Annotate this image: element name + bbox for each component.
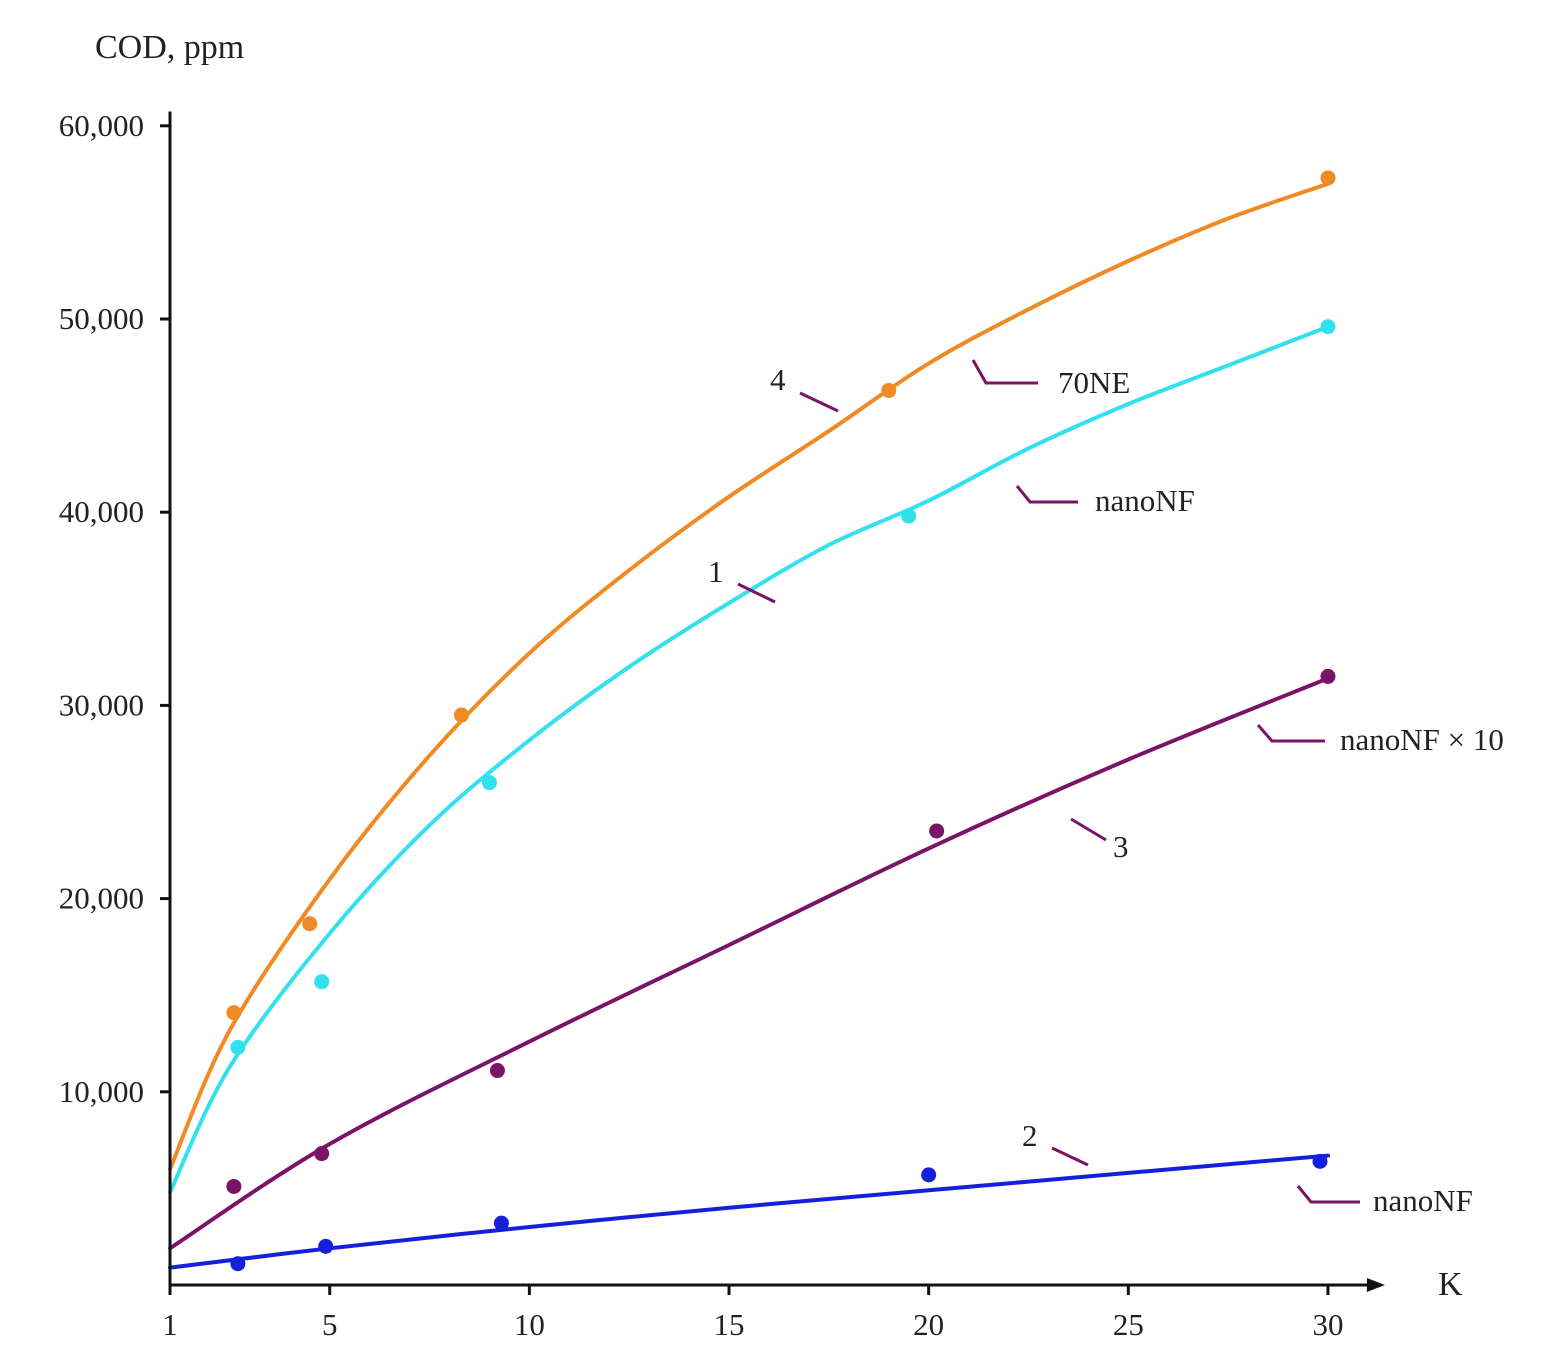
data-point-2 [230,1256,246,1272]
leader-line [799,391,839,413]
leader-line [1070,817,1107,842]
membrane-label-nanonf-x10: nanoNF × 10 [1340,722,1504,757]
leader-line [737,582,776,604]
y-ticks: 10,000 20,000 30,000 40,000 50,000 60,000 [59,108,170,1109]
data-point-3 [1320,668,1336,684]
data-point-2 [1312,1153,1328,1169]
data-point-4 [881,382,897,398]
leader-line [1296,1185,1360,1204]
series-number-label: 3 [1113,829,1129,864]
x-tick-label: 20 [913,1307,944,1342]
fit-curve-4 [168,181,1330,1172]
data-point-1 [230,1039,246,1055]
data-point-3 [929,823,945,839]
y-tick-label: 20,000 [59,881,144,916]
x-tick-label: 30 [1312,1307,1343,1342]
data-point-4 [453,707,469,723]
leader-line [1051,1146,1089,1167]
series-number-label: 1 [708,554,724,589]
data-point-1 [901,508,917,524]
x-axis-title: K [1438,1266,1463,1303]
x-tick-label: 5 [322,1307,338,1342]
y-tick-label: 40,000 [59,494,144,529]
data-point-1 [314,974,330,990]
data-point-2 [493,1215,509,1231]
y-axis-title: COD, ppm [95,29,244,66]
data-point-1 [481,775,497,791]
series-number-label: 4 [770,362,786,397]
x-tick-label: 15 [714,1307,745,1342]
fit-curve-1 [168,324,1330,1195]
x-tick-label: 10 [514,1307,545,1342]
x-axis-arrow-icon [1366,1278,1385,1292]
membrane-label-group: 70NE nanoNF nanoNF × 10 nanoNF [971,359,1504,1218]
x-ticks: 1 5 10 15 20 25 30 [162,1285,1343,1342]
data-point-4 [1320,170,1336,186]
data-point-3 [314,1146,330,1162]
leader-line [1256,724,1325,743]
data-point-2 [921,1167,937,1183]
y-tick-label: 30,000 [59,687,144,722]
series-label-group: 4 1 3 2 [708,362,1129,1167]
y-tick-label: 60,000 [59,108,144,143]
membrane-label-nanonf: nanoNF [1095,483,1195,518]
membrane-label-nanonf-2: nanoNF [1373,1183,1473,1218]
points-layer [226,170,1336,1272]
data-point-4 [226,1005,242,1021]
y-tick-label: 10,000 [59,1074,144,1109]
x-tick-label: 25 [1113,1307,1144,1342]
series-number-label: 2 [1022,1118,1038,1153]
fit-curve-3 [168,676,1330,1251]
fit-curve-2 [168,1153,1330,1270]
leader-line [971,359,1038,385]
curves-layer [168,181,1330,1270]
membrane-label-70ne: 70NE [1058,365,1130,400]
data-point-1 [1320,319,1336,335]
data-point-4 [302,916,318,932]
leader-line [1015,485,1078,504]
data-point-3 [489,1063,505,1079]
data-point-2 [318,1238,334,1254]
x-tick-label: 1 [162,1307,178,1342]
y-tick-label: 50,000 [59,301,144,336]
data-point-3 [226,1178,242,1194]
